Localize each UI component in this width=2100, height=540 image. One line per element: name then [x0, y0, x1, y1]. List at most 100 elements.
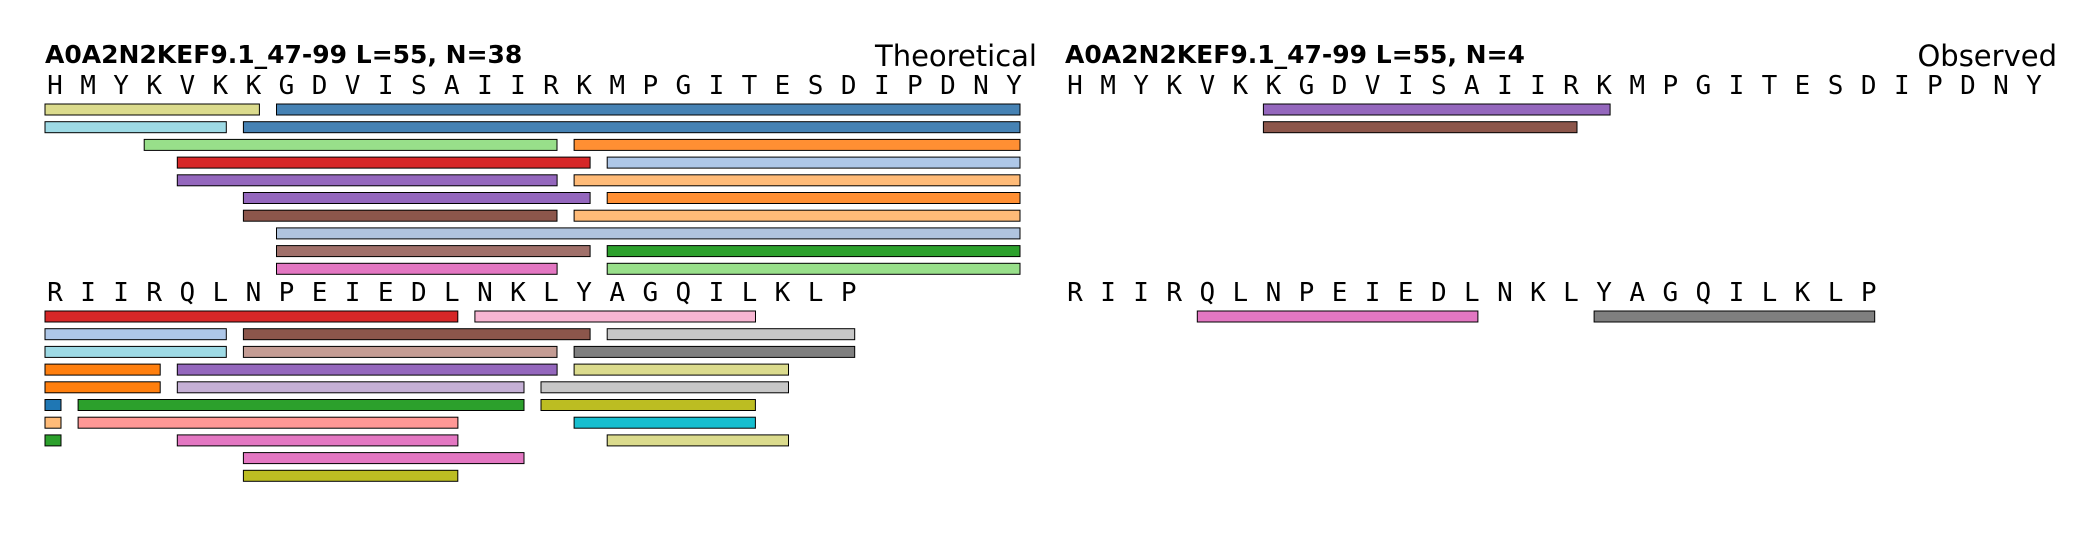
panel-observed: A0A2N2KEF9.1_47-99 L=55, N=4 Observed H M…: [1065, 39, 2057, 323]
sequence-residues: H M Y K V K K G D V I S A I I R K M P G I T E S D I P D N YR I I R Q L N P E I…: [47, 71, 1022, 308]
peptide-bar: [77, 416, 459, 429]
peptide-bar: [540, 399, 756, 411]
residue-letter: L: [742, 278, 758, 308]
residue-letter: N: [973, 71, 989, 101]
residue-letter: A: [1629, 278, 1645, 308]
residue-letter: I: [1729, 278, 1745, 308]
residue-letter: L: [444, 278, 460, 308]
residue-letter: Y: [576, 278, 592, 308]
peptide-bar: [1262, 103, 1611, 116]
residue-letter: S: [808, 71, 824, 101]
peptide-bar: [242, 121, 1021, 134]
peptide-bar: [242, 452, 525, 465]
residue-letter: D: [940, 71, 956, 101]
residue-letter: I: [113, 278, 129, 308]
residue-letter: P: [279, 278, 295, 308]
residue-letter: E: [775, 71, 791, 101]
peptide-bar: [242, 345, 558, 358]
residue-letter: L: [212, 278, 228, 308]
residue-letter: I: [1729, 71, 1745, 101]
residue-letter: N: [1993, 71, 2009, 101]
peptide-bar: [1196, 310, 1479, 323]
residue-letter: P: [642, 71, 658, 101]
residue-letter: E: [1795, 71, 1811, 101]
residue-letter: L: [1762, 278, 1778, 308]
residue-letter: P: [841, 278, 857, 308]
residue-letter: V: [1199, 71, 1215, 101]
residue-letter: M: [80, 71, 96, 101]
residue-letter: D: [1332, 71, 1348, 101]
residue-letter: I: [1365, 278, 1381, 308]
residue-letter: D: [841, 71, 857, 101]
residue-letter: K: [146, 71, 162, 101]
residue-letter: E: [312, 278, 328, 308]
peptide-bar: [176, 381, 525, 394]
peptide-bar: [276, 227, 1021, 240]
residue-letter: G: [642, 278, 658, 308]
residue-letter: G: [1662, 278, 1678, 308]
panel-title: A0A2N2KEF9.1_47-99 L=55, N=4: [1065, 40, 1525, 69]
peptide-bar: [606, 245, 1021, 258]
panel-theoretical: A0A2N2KEF9.1_47-99 L=55, N=38 Theoretica…: [44, 39, 1037, 482]
peptide-bar: [176, 174, 558, 187]
residue-letter: Q: [1199, 278, 1215, 308]
residue-letter: E: [1332, 278, 1348, 308]
residue-letter: A: [609, 278, 625, 308]
residue-letter: M: [1629, 71, 1645, 101]
residue-letter: I: [874, 71, 890, 101]
residue-letter: G: [1695, 71, 1711, 101]
residue-letter: I: [1398, 71, 1414, 101]
residue-letter: K: [576, 71, 592, 101]
peptide-bar: [242, 192, 591, 204]
peptide-bar: [44, 399, 62, 411]
residue-letter: P: [907, 71, 923, 101]
residue-letter: R: [47, 278, 63, 308]
peptide-bar: [606, 328, 856, 341]
residue-letter: S: [1828, 71, 1844, 101]
residue-letter: I: [1497, 71, 1513, 101]
residue-letter: L: [1232, 278, 1248, 308]
residue-letter: S: [411, 71, 427, 101]
peptide-bar: [276, 245, 591, 258]
residue-letter: D: [411, 278, 427, 308]
residue-letter: Y: [1006, 71, 1022, 101]
residue-letter: G: [675, 71, 691, 101]
residue-letter: I: [80, 278, 96, 308]
residue-letter: I: [1894, 71, 1910, 101]
peptide-bar: [276, 103, 1021, 116]
peptide-bar: [573, 363, 789, 376]
residue-letter: Y: [113, 71, 129, 101]
peptide-bar: [176, 363, 558, 376]
peptide-bar: [44, 363, 161, 376]
residue-letter: A: [444, 71, 460, 101]
panel-label: Observed: [1917, 39, 2057, 73]
residue-letter: N: [246, 278, 262, 308]
peptide-bar: [606, 156, 1021, 169]
residue-letter: P: [1299, 278, 1315, 308]
residue-letter: Y: [1133, 71, 1149, 101]
peptide-bars: [44, 103, 1021, 482]
residue-letter: H: [1067, 71, 1083, 101]
residue-letter: D: [312, 71, 328, 101]
residue-letter: K: [246, 71, 262, 101]
panel-label: Theoretical: [874, 39, 1037, 73]
peptide-bar: [1262, 121, 1578, 134]
residue-letter: K: [510, 278, 526, 308]
peptide-bar: [44, 121, 227, 134]
residue-letter: Q: [1695, 278, 1711, 308]
residue-letter: Y: [2026, 71, 2042, 101]
sequence-residues: H M Y K V K K G D V I S A I I R K M P G I T E S D I P D N YR I I R Q L N P E I…: [1067, 71, 2042, 308]
residue-letter: E: [378, 278, 394, 308]
residue-letter: I: [1133, 278, 1149, 308]
peptide-bar: [573, 345, 856, 358]
residue-letter: N: [477, 278, 493, 308]
residue-letter: K: [1166, 71, 1182, 101]
residue-letter: D: [1861, 71, 1877, 101]
residue-letter: R: [1166, 278, 1182, 308]
residue-letter: K: [775, 278, 791, 308]
residue-letter: D: [1431, 278, 1447, 308]
peptide-bar: [606, 262, 1021, 275]
peptide-bar: [44, 328, 227, 341]
peptide-bar: [573, 174, 1021, 187]
residue-letter: V: [1365, 71, 1381, 101]
